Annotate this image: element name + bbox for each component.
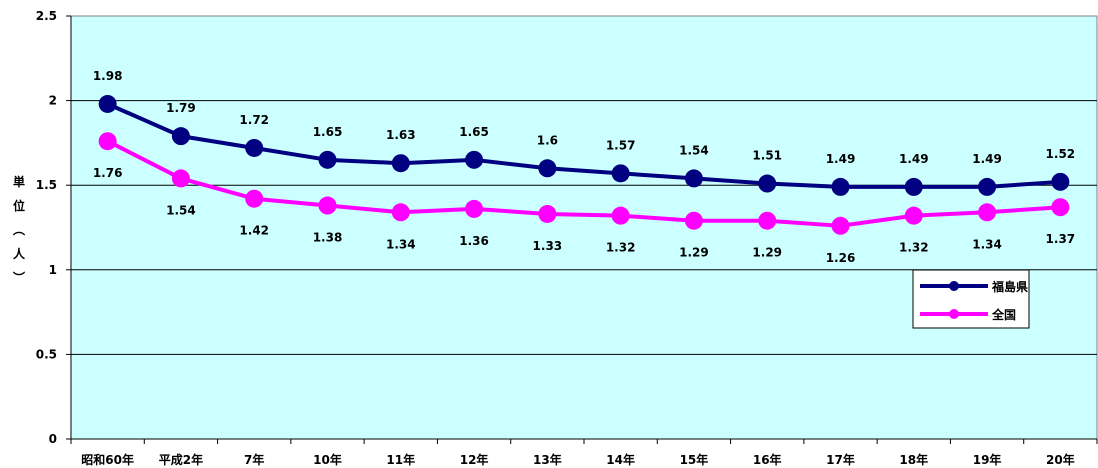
- x-tick-label: 13年: [533, 452, 562, 467]
- y-tick-label: 0: [49, 432, 57, 446]
- data-label: 1.29: [679, 246, 709, 260]
- x-tick-label: 14年: [606, 452, 635, 467]
- data-labels: 1.98 1.79 1.72 1.65 1.63 1.65 1.6 1.57 1.54 1.51 1…: [93, 69, 1075, 265]
- data-label: 1.42: [239, 224, 269, 238]
- data-point: [465, 150, 484, 169]
- series-line: [106, 102, 1061, 189]
- data-point: [611, 206, 630, 225]
- x-tick-label: 19年: [973, 452, 1002, 467]
- data-point: [684, 169, 703, 188]
- data-point: [98, 132, 117, 151]
- data-label: 1.32: [606, 241, 636, 255]
- data-point: [465, 199, 484, 218]
- y-tick-label: 2.5: [36, 9, 57, 23]
- y-axis-label-char: 人: [13, 246, 26, 261]
- data-point: [391, 154, 410, 173]
- data-point: [245, 189, 264, 208]
- y-axis-label-char: ︵: [12, 223, 26, 237]
- data-label: 1.34: [972, 237, 1002, 251]
- data-label: 1.57: [606, 138, 636, 152]
- data-label: 1.54: [166, 203, 196, 217]
- series-line: [106, 139, 1061, 228]
- data-point: [1051, 198, 1070, 217]
- data-label: 1.34: [386, 237, 416, 251]
- data-point: [538, 159, 557, 178]
- y-axis-label-char: ︶: [12, 270, 26, 285]
- plot-area: [70, 15, 1098, 440]
- y-axis-label: 単位 ︵ 人 ︶: [12, 174, 26, 285]
- data-point: [171, 127, 190, 146]
- x-tick-label: 16年: [753, 452, 782, 467]
- data-label: 1.98: [93, 69, 123, 83]
- y-axis-label-char: 単: [13, 174, 25, 189]
- legend-box: [912, 269, 1030, 329]
- data-label: 1.76: [93, 166, 123, 180]
- data-label: 1.54: [679, 143, 709, 157]
- y-tick-label: 2: [49, 94, 57, 108]
- x-tick-label: 7年: [244, 452, 264, 467]
- x-tick-label: 17年: [826, 452, 855, 467]
- y-tick-label: 1: [49, 263, 57, 277]
- data-point: [1051, 172, 1070, 191]
- x-tick-label: 10年: [313, 452, 342, 467]
- data-point: [98, 94, 117, 113]
- data-label: 1.63: [386, 128, 416, 142]
- data-point: [831, 216, 850, 235]
- data-label: 1.49: [972, 152, 1002, 166]
- data-label: 1.26: [826, 251, 856, 265]
- data-point: [245, 138, 264, 157]
- legend-label: 福島県: [991, 279, 1028, 294]
- data-point: [978, 177, 997, 196]
- data-point: [538, 204, 557, 223]
- data-label: 1.52: [1046, 147, 1076, 161]
- data-label: 1.36: [459, 234, 489, 248]
- data-point: [391, 203, 410, 222]
- data-label: 1.37: [1046, 232, 1076, 246]
- data-label: 1.65: [313, 125, 343, 139]
- data-point: [904, 177, 923, 196]
- data-label: 1.72: [239, 113, 269, 127]
- data-label: 1.32: [899, 241, 929, 255]
- x-tick-label: 11年: [386, 452, 415, 467]
- data-point: [684, 211, 703, 230]
- data-label: 1.65: [459, 125, 489, 139]
- x-tick-label: 15年: [680, 452, 709, 467]
- x-tick-label: 12年: [460, 452, 489, 467]
- data-point: [758, 211, 777, 230]
- data-point: [831, 177, 850, 196]
- data-label: 1.79: [166, 101, 196, 115]
- legend-marker: [949, 281, 959, 291]
- data-point: [978, 203, 997, 222]
- data-label: 1.6: [537, 133, 558, 147]
- y-tick-label: 1.5: [36, 178, 57, 192]
- x-tick-label: 平成2年: [159, 452, 203, 467]
- y-axis-label-char: 位: [13, 198, 25, 213]
- y-tick-label: 0.5: [36, 347, 57, 361]
- x-tick-label: 昭和60年: [81, 452, 134, 467]
- data-point: [318, 150, 337, 169]
- data-point: [611, 164, 630, 183]
- data-point: [171, 169, 190, 188]
- legend-marker: [949, 309, 959, 319]
- legend-label: 全国: [991, 307, 1016, 322]
- data-point: [758, 174, 777, 193]
- data-point: [318, 196, 337, 215]
- data-label: 1.33: [533, 239, 563, 253]
- data-label: 1.29: [752, 246, 782, 260]
- data-label: 1.38: [313, 231, 343, 245]
- x-tick-label: 20年: [1046, 452, 1075, 467]
- data-point: [904, 206, 923, 225]
- series: [98, 94, 1070, 235]
- x-tick-label: 18年: [899, 452, 928, 467]
- data-label: 1.49: [899, 152, 929, 166]
- data-label: 1.51: [752, 149, 782, 163]
- data-label: 1.49: [826, 152, 856, 166]
